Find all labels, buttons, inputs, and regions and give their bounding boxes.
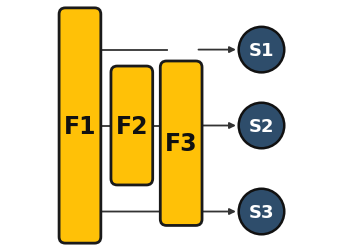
- Text: S2: S2: [249, 117, 274, 135]
- Text: S3: S3: [249, 203, 274, 221]
- Text: F2: F2: [116, 114, 148, 138]
- Circle shape: [239, 28, 284, 73]
- FancyBboxPatch shape: [160, 62, 202, 226]
- Text: F3: F3: [165, 132, 198, 155]
- FancyBboxPatch shape: [111, 67, 153, 185]
- Circle shape: [239, 189, 284, 234]
- Text: S1: S1: [249, 41, 274, 59]
- Text: F1: F1: [64, 114, 96, 138]
- FancyBboxPatch shape: [59, 9, 101, 243]
- Circle shape: [239, 103, 284, 149]
